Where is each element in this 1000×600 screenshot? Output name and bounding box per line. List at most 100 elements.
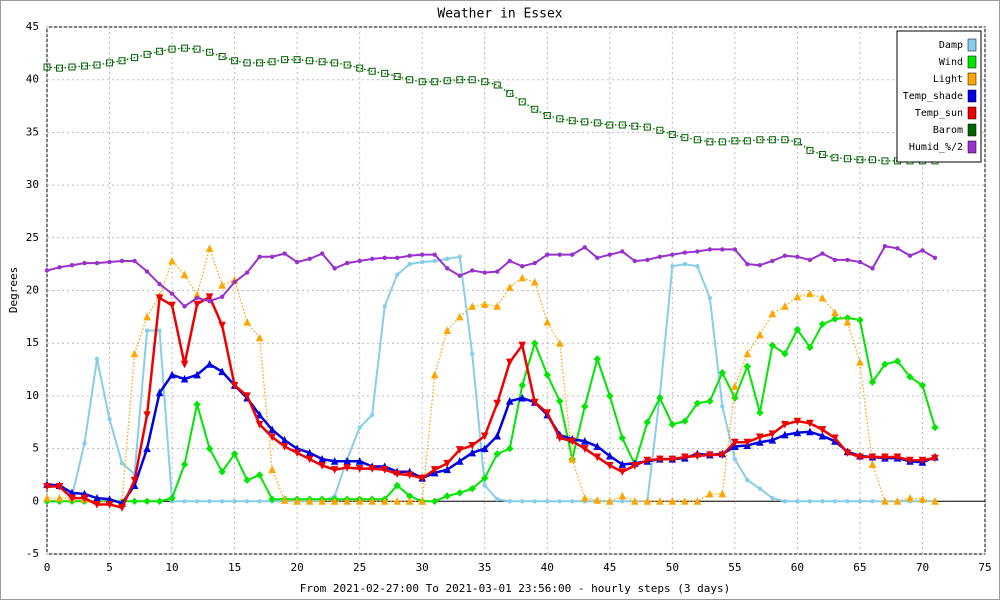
marker xyxy=(180,360,189,369)
marker xyxy=(793,428,802,437)
marker xyxy=(443,465,452,474)
marker xyxy=(793,417,802,426)
marker xyxy=(681,134,689,142)
marker xyxy=(756,136,764,144)
marker xyxy=(843,318,852,326)
marker xyxy=(131,54,139,62)
marker xyxy=(656,394,664,402)
marker xyxy=(643,123,651,131)
marker xyxy=(581,118,589,126)
marker xyxy=(156,47,164,55)
marker xyxy=(868,378,877,386)
marker xyxy=(355,497,364,505)
marker xyxy=(506,89,514,97)
marker xyxy=(695,249,700,254)
marker xyxy=(882,244,888,249)
y-tick-label: 10 xyxy=(26,389,39,402)
marker xyxy=(706,138,714,146)
marker xyxy=(555,339,564,347)
marker xyxy=(782,253,788,258)
marker xyxy=(768,436,777,444)
marker xyxy=(770,495,775,501)
marker xyxy=(768,430,777,438)
marker xyxy=(670,264,675,269)
marker xyxy=(707,295,713,301)
marker xyxy=(255,333,264,342)
y-tick-label: 0 xyxy=(32,494,39,507)
marker xyxy=(706,489,714,498)
marker xyxy=(881,497,889,505)
marker xyxy=(57,265,62,270)
marker xyxy=(382,304,387,309)
x-tick-label: 70 xyxy=(916,561,929,574)
legend-swatch xyxy=(967,38,977,52)
marker xyxy=(168,256,176,265)
marker xyxy=(743,438,752,447)
marker xyxy=(318,497,326,505)
marker xyxy=(932,255,938,261)
marker xyxy=(856,156,864,164)
marker xyxy=(257,499,262,504)
marker xyxy=(255,471,264,479)
marker xyxy=(881,157,889,165)
x-tick-label: 40 xyxy=(541,561,554,574)
marker xyxy=(856,358,864,366)
marker xyxy=(43,494,51,502)
marker xyxy=(870,499,875,504)
marker xyxy=(657,254,663,259)
marker xyxy=(495,269,500,274)
marker xyxy=(495,496,500,502)
marker xyxy=(293,56,301,64)
marker xyxy=(318,461,326,470)
marker xyxy=(518,341,527,350)
marker xyxy=(232,499,237,504)
marker xyxy=(906,494,914,502)
marker xyxy=(530,277,539,286)
marker xyxy=(480,300,489,308)
marker xyxy=(468,441,477,450)
marker xyxy=(668,497,677,505)
marker xyxy=(457,273,462,278)
marker xyxy=(907,253,913,258)
marker xyxy=(781,430,789,439)
x-tick-label: 10 xyxy=(165,561,178,574)
marker xyxy=(570,499,575,504)
marker xyxy=(745,261,750,267)
marker xyxy=(656,497,664,505)
marker xyxy=(493,431,502,440)
marker xyxy=(806,146,814,154)
legend-label: Damp xyxy=(939,40,963,51)
marker xyxy=(482,270,487,275)
marker xyxy=(430,466,439,474)
marker xyxy=(531,105,539,113)
marker xyxy=(507,499,512,504)
marker xyxy=(756,438,764,446)
marker xyxy=(306,57,314,65)
marker xyxy=(243,318,251,326)
marker xyxy=(580,437,589,445)
marker xyxy=(582,245,587,250)
marker xyxy=(606,392,614,400)
marker xyxy=(845,257,850,263)
marker xyxy=(643,418,652,426)
marker xyxy=(682,261,688,267)
marker xyxy=(230,381,239,390)
marker xyxy=(168,301,176,310)
marker xyxy=(468,302,477,310)
marker xyxy=(768,341,777,350)
marker xyxy=(543,112,551,120)
legend-label: Humid_%/2 xyxy=(909,142,963,153)
marker xyxy=(568,455,577,463)
marker xyxy=(144,328,150,333)
marker xyxy=(743,362,752,371)
legend-swatch xyxy=(967,72,977,86)
marker xyxy=(545,499,550,504)
marker xyxy=(394,272,400,277)
marker xyxy=(318,58,326,66)
marker xyxy=(193,45,201,53)
marker xyxy=(668,420,677,429)
marker xyxy=(445,266,450,271)
x-tick-label: 65 xyxy=(853,561,866,574)
marker xyxy=(168,45,176,53)
